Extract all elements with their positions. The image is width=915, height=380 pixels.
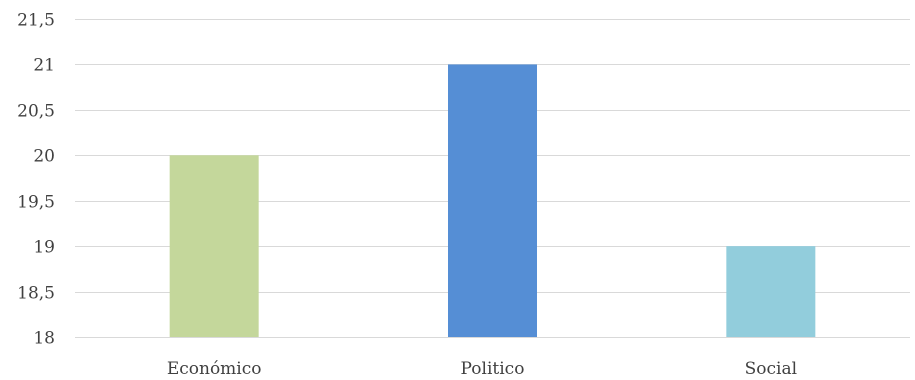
category-label: Politico	[461, 359, 525, 379]
bar-0	[169, 155, 259, 337]
category-label: Económico	[167, 359, 262, 379]
x-axis-category-labels: Económico Politico Social	[167, 359, 797, 379]
y-tick-label: 20	[33, 147, 55, 167]
category-label: Social	[745, 359, 797, 379]
y-axis-tick-labels: 18 18,5 19 19,5 20 20,5 21 21,5	[17, 11, 55, 349]
bar-1	[448, 64, 537, 337]
bars	[169, 64, 816, 337]
y-tick-label: 19	[33, 238, 55, 258]
y-tick-label: 18,5	[17, 284, 55, 304]
bar-2	[726, 246, 816, 337]
y-tick-label: 21	[33, 56, 55, 76]
y-tick-label: 21,5	[17, 11, 55, 31]
y-tick-label: 18	[33, 329, 55, 349]
y-tick-label: 19,5	[17, 193, 55, 213]
y-tick-label: 20,5	[17, 102, 55, 122]
